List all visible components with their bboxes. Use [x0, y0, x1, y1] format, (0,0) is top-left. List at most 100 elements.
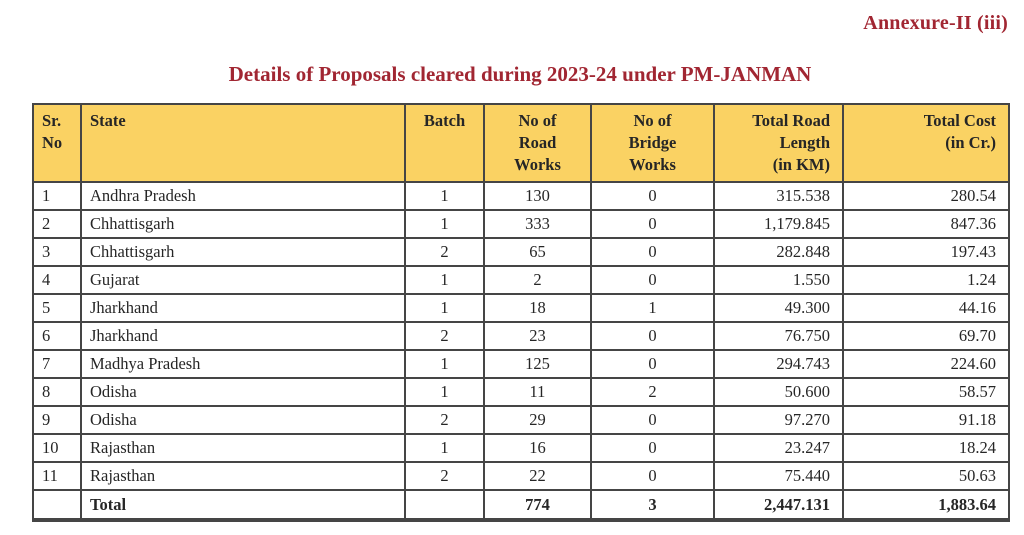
table-row: 8 Odisha 1 11 2 50.600 58.57: [32, 377, 1010, 407]
cell-total_cost: 1.24: [842, 265, 1010, 295]
cell-sr_no: 2: [32, 209, 82, 239]
cell-state: Jharkhand: [80, 293, 406, 323]
table-row: 7 Madhya Pradesh 1 125 0 294.743 224.60: [32, 349, 1010, 379]
cell-bridge_works: 2: [590, 377, 715, 407]
cell-road_length: 282.848: [713, 237, 844, 267]
cell-sr_no: 9: [32, 405, 82, 435]
cell-road_length: 75.440: [713, 461, 844, 491]
header-row: Sr. No State Batch No of Road Works No of Br…: [32, 103, 1010, 183]
cell-road_works: 16: [483, 433, 592, 463]
cell-state: Andhra Pradesh: [80, 181, 406, 211]
cell-road_length: 315.538: [713, 181, 844, 211]
cell-batch: 1: [404, 181, 485, 211]
col-header-bridge_works: No of Bridge Works: [590, 103, 715, 183]
cell-bridge_works: 0: [590, 321, 715, 351]
cell-road_works: 11: [483, 377, 592, 407]
cell-bridge_works: 1: [590, 293, 715, 323]
cell-batch: 1: [404, 377, 485, 407]
total-cell-sr_no: [32, 489, 82, 522]
cell-state: Rajasthan: [80, 461, 406, 491]
cell-road_works: 23: [483, 321, 592, 351]
cell-sr_no: 7: [32, 349, 82, 379]
cell-batch: 2: [404, 237, 485, 267]
total-cell-bridge_works: 3: [590, 489, 715, 522]
cell-road_works: 22: [483, 461, 592, 491]
cell-road_length: 49.300: [713, 293, 844, 323]
cell-state: Gujarat: [80, 265, 406, 295]
annexure-label: Annexure-II (iii): [863, 12, 1008, 34]
cell-bridge_works: 0: [590, 265, 715, 295]
cell-road_works: 125: [483, 349, 592, 379]
table-body: 1 Andhra Pradesh 1 130 0 315.538 280.54 2 Chhatt…: [32, 181, 1010, 491]
col-header-sr_no: Sr. No: [32, 103, 82, 183]
cell-bridge_works: 0: [590, 181, 715, 211]
table-row: 10 Rajasthan 1 16 0 23.247 18.24: [32, 433, 1010, 463]
col-header-batch: Batch: [404, 103, 485, 183]
cell-batch: 2: [404, 405, 485, 435]
cell-road_works: 333: [483, 209, 592, 239]
cell-road_works: 65: [483, 237, 592, 267]
table-row: 9 Odisha 2 29 0 97.270 91.18: [32, 405, 1010, 435]
cell-sr_no: 3: [32, 237, 82, 267]
cell-sr_no: 8: [32, 377, 82, 407]
cell-road_works: 2: [483, 265, 592, 295]
cell-batch: 2: [404, 461, 485, 491]
cell-road_length: 23.247: [713, 433, 844, 463]
table-row: 3 Chhattisgarh 2 65 0 282.848 197.43: [32, 237, 1010, 267]
total-cell-state: Total: [80, 489, 406, 522]
cell-sr_no: 10: [32, 433, 82, 463]
table-header: Sr. No State Batch No of Road Works No of Br…: [32, 103, 1010, 183]
cell-sr_no: 5: [32, 293, 82, 323]
cell-batch: 2: [404, 321, 485, 351]
cell-batch: 1: [404, 209, 485, 239]
cell-state: Rajasthan: [80, 433, 406, 463]
cell-sr_no: 4: [32, 265, 82, 295]
cell-road_length: 76.750: [713, 321, 844, 351]
table-row: 1 Andhra Pradesh 1 130 0 315.538 280.54: [32, 181, 1010, 211]
cell-state: Odisha: [80, 405, 406, 435]
cell-bridge_works: 0: [590, 349, 715, 379]
table-row: 4 Gujarat 1 2 0 1.550 1.24: [32, 265, 1010, 295]
table-row: 2 Chhattisgarh 1 333 0 1,179.845 847.36: [32, 209, 1010, 239]
cell-sr_no: 1: [32, 181, 82, 211]
cell-bridge_works: 0: [590, 237, 715, 267]
cell-bridge_works: 0: [590, 405, 715, 435]
cell-state: Jharkhand: [80, 321, 406, 351]
cell-road_length: 50.600: [713, 377, 844, 407]
cell-total_cost: 69.70: [842, 321, 1010, 351]
cell-total_cost: 18.24: [842, 433, 1010, 463]
cell-total_cost: 197.43: [842, 237, 1010, 267]
cell-total_cost: 847.36: [842, 209, 1010, 239]
total-cell-road_length: 2,447.131: [713, 489, 844, 522]
cell-road_works: 18: [483, 293, 592, 323]
cell-road_length: 294.743: [713, 349, 844, 379]
cell-batch: 1: [404, 433, 485, 463]
col-header-road_works: No of Road Works: [483, 103, 592, 183]
cell-state: Odisha: [80, 377, 406, 407]
cell-road_length: 1.550: [713, 265, 844, 295]
cell-road_works: 130: [483, 181, 592, 211]
table-footer: Total 774 3 2,447.131 1,883.64: [32, 489, 1010, 522]
table-row: 11 Rajasthan 2 22 0 75.440 50.63: [32, 461, 1010, 491]
cell-state: Madhya Pradesh: [80, 349, 406, 379]
total-cell-total_cost: 1,883.64: [842, 489, 1010, 522]
total-cell-batch: [404, 489, 485, 522]
cell-state: Chhattisgarh: [80, 237, 406, 267]
cell-bridge_works: 0: [590, 433, 715, 463]
cell-bridge_works: 0: [590, 461, 715, 491]
cell-total_cost: 280.54: [842, 181, 1010, 211]
cell-batch: 1: [404, 293, 485, 323]
col-header-state: State: [80, 103, 406, 183]
cell-total_cost: 224.60: [842, 349, 1010, 379]
total-row: Total 774 3 2,447.131 1,883.64: [32, 489, 1010, 522]
cell-road_length: 97.270: [713, 405, 844, 435]
cell-total_cost: 50.63: [842, 461, 1010, 491]
total-cell-road_works: 774: [483, 489, 592, 522]
proposals-table: Sr. No State Batch No of Road Works No of Br…: [32, 103, 1010, 522]
cell-road_length: 1,179.845: [713, 209, 844, 239]
col-header-road_length: Total Road Length (in KM): [713, 103, 844, 183]
cell-batch: 1: [404, 265, 485, 295]
cell-sr_no: 11: [32, 461, 82, 491]
cell-sr_no: 6: [32, 321, 82, 351]
